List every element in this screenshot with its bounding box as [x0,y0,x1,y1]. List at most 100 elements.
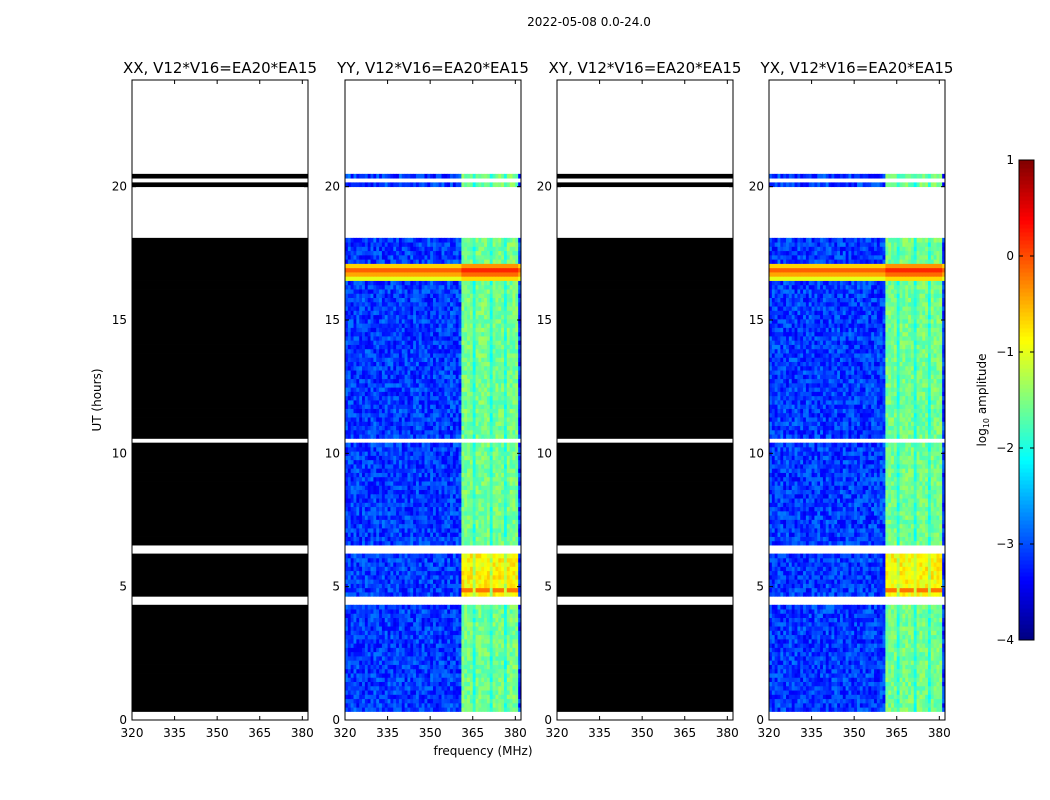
heatmap-cell [467,374,471,380]
heatmap-cell [353,400,357,405]
heatmap-cell [350,557,354,563]
heatmap-cell [486,523,491,529]
heatmap-cell [396,464,400,469]
heatmap-cell [381,493,386,499]
heatmap-cell [467,412,471,418]
heatmap-cell [515,638,519,644]
heatmap-cell [376,515,380,520]
heatmap-row [132,626,308,631]
heatmap-cell [407,583,411,589]
heatmap-cell [475,365,479,371]
heatmap-cell [481,425,485,431]
heatmap-cell [495,613,499,618]
heatmap-cell [393,677,397,682]
heatmap-cell [452,357,457,362]
heatmap-cell [345,400,349,405]
heatmap-cell [438,583,442,589]
heatmap-cell [350,677,354,682]
heatmap-cell [467,485,471,490]
heatmap-cell [410,442,414,448]
heatmap-cell [435,677,440,682]
heatmap-cell [515,434,519,439]
heatmap-cell [455,664,459,670]
heatmap-cell [472,528,476,533]
heatmap-cell [376,382,380,388]
heatmap-cell [489,707,494,712]
heatmap-cell [376,510,380,516]
heatmap-cell [475,681,479,687]
heatmap-cell [424,562,428,567]
heatmap-cell [359,476,363,482]
heatmap-cell [512,587,516,593]
heatmap-cell [518,570,522,576]
heatmap-cell [387,451,391,456]
heatmap-cell [396,378,400,384]
heatmap-cell [441,365,445,371]
heatmap-row [132,412,308,418]
heatmap-cell [515,421,519,426]
heatmap-cell [356,677,360,682]
heatmap-cell [410,634,414,640]
heatmap-cell [373,579,377,584]
heatmap-cell [472,609,476,614]
heatmap-cell [410,378,414,384]
heatmap-cell [421,536,425,542]
heatmap-cell [506,510,511,516]
heatmap-cell [370,387,374,392]
heatmap-cell [433,459,437,465]
heatmap-cell [347,434,352,439]
heatmap-cell [461,442,465,448]
heatmap-row [132,310,308,316]
heatmap-cell [506,660,511,665]
heatmap-cell [401,707,406,712]
heatmap-cell [410,681,414,687]
heatmap-cell [370,681,374,687]
heatmap-cell [418,489,423,495]
heatmap-cell [433,536,437,542]
heatmap-cell [486,707,491,712]
heatmap-cell [469,647,474,653]
heatmap-cell [370,472,374,478]
heatmap-cell [444,587,448,593]
heatmap-cell [467,690,471,695]
heatmap-cell [359,694,363,700]
heatmap-cell [410,702,414,708]
heatmap-cell [484,434,488,439]
heatmap-cell [498,660,502,665]
heatmap-cell [379,425,383,431]
heatmap-cell [433,532,437,537]
heatmap-cell [469,643,474,648]
heatmap-cell [481,694,485,700]
heatmap-cell [404,702,408,708]
heatmap-cell [407,532,411,537]
heatmap-cell [472,634,476,640]
heatmap-cell [362,425,366,431]
heatmap-cell [469,417,474,422]
heatmap-cell [353,574,357,580]
heatmap-row [132,382,308,388]
heatmap-cell [398,540,403,546]
heatmap-cell [475,506,479,512]
heatmap-cell [413,562,417,567]
heatmap-cell [512,434,516,439]
heatmap-cell [475,613,479,618]
heatmap-cell [376,361,380,367]
heatmap-cell [415,442,420,448]
heatmap-cell [427,365,431,371]
heatmap-cell [475,519,479,525]
heatmap-cell [430,668,434,674]
heatmap-cell [427,617,431,623]
heatmap-cell [495,664,499,670]
heatmap-cell [364,664,369,670]
heatmap-cell [396,668,400,674]
heatmap-cell [489,434,494,439]
heatmap-cell [379,630,383,636]
heatmap-cell [464,425,468,431]
heatmap-cell [461,472,465,478]
heatmap-cell [498,502,502,508]
heatmap-cell [398,626,403,631]
heatmap-cell [444,651,448,657]
heatmap-cell [373,690,377,695]
heatmap-cell [452,587,457,593]
heatmap-cell [384,677,388,682]
